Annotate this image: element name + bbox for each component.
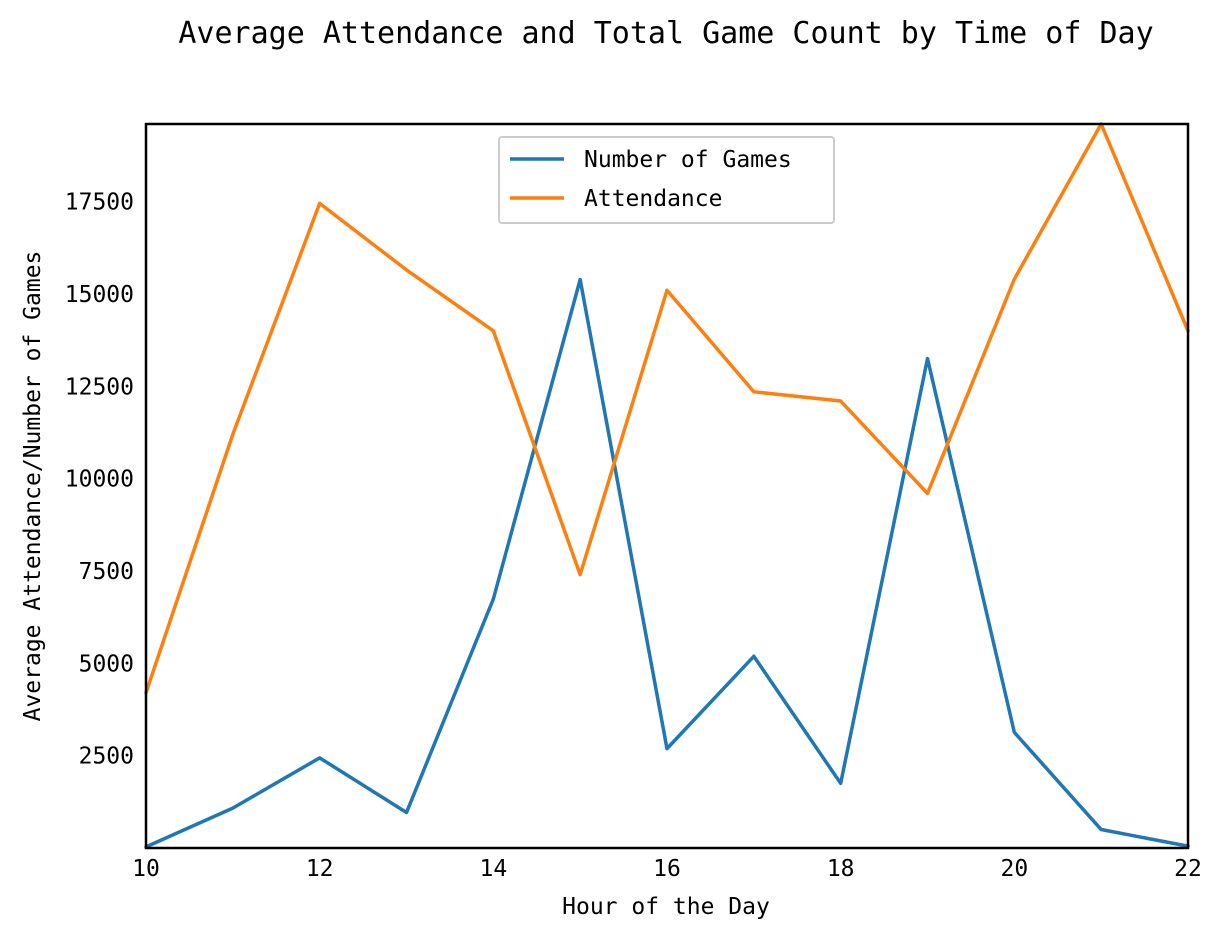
- x-ticks-layer: 10 12 14 16 18 20 22: [132, 856, 1202, 882]
- legend-box: [498, 136, 835, 224]
- series-layer: [144, 122, 1190, 849]
- y-tick-label-2500: 2500: [79, 744, 134, 770]
- plot-frame: [144, 122, 1190, 850]
- chart-title: Average Attendance and Total Game Count …: [178, 16, 1153, 51]
- y-tick-label-12500: 12500: [65, 374, 134, 400]
- y-ticks-layer: 2500 5000 7500 10000 12500 15000 17500: [65, 190, 134, 770]
- legend: Number of Games Attendance: [498, 136, 835, 224]
- legend-label-attendance: Attendance: [584, 186, 722, 212]
- y-tick-label-15000: 15000: [65, 282, 134, 308]
- x-axis-label: Hour of the Day: [562, 894, 770, 920]
- series-line-attendance: [144, 122, 1190, 695]
- y-tick-label-17500: 17500: [65, 190, 134, 216]
- x-tick-label-16: 16: [653, 856, 681, 882]
- series-line-number-of-games: [144, 277, 1190, 849]
- x-tick-label-12: 12: [306, 856, 334, 882]
- x-tick-label-20: 20: [1000, 856, 1028, 882]
- x-tick-label-10: 10: [132, 856, 160, 882]
- y-tick-label-10000: 10000: [65, 467, 134, 493]
- y-tick-label-7500: 7500: [79, 559, 134, 585]
- x-tick-label-18: 18: [827, 856, 855, 882]
- y-tick-label-5000: 5000: [79, 651, 134, 677]
- x-tick-label-22: 22: [1174, 856, 1202, 882]
- x-tick-label-14: 14: [479, 856, 507, 882]
- y-axis-label: Average Attendance/Number of Games: [20, 251, 46, 722]
- legend-label-number-of-games: Number of Games: [584, 147, 792, 173]
